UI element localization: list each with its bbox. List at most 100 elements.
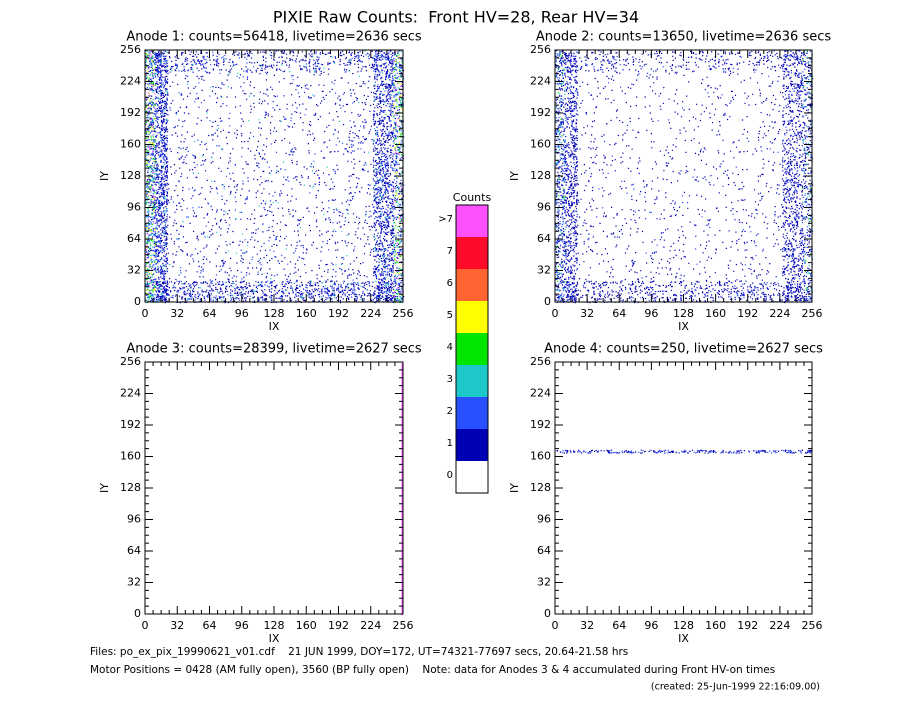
y-tick-label: 96 bbox=[127, 513, 141, 526]
x-tick-label: 96 bbox=[235, 307, 249, 320]
y-tick-label: 0 bbox=[544, 295, 551, 308]
y-tick-label: 160 bbox=[120, 138, 141, 151]
x-tick-label: 224 bbox=[769, 307, 790, 320]
pixel-texture bbox=[555, 50, 813, 303]
x-tick-label: 64 bbox=[612, 307, 626, 320]
y-tick-label: 160 bbox=[120, 450, 141, 463]
colorbar-label: 4 bbox=[447, 342, 453, 353]
y-tick-label: 32 bbox=[537, 264, 551, 277]
panel-title: Anode 4: counts=250, livetime=2627 secs bbox=[544, 342, 823, 357]
x-tick-label: 224 bbox=[360, 619, 381, 632]
x-tick-label: 128 bbox=[264, 307, 285, 320]
y-tick-label: 224 bbox=[120, 75, 141, 88]
y-tick-label: 64 bbox=[537, 232, 551, 245]
x-tick-label: 32 bbox=[580, 307, 594, 320]
y-tick-label: 128 bbox=[530, 481, 551, 494]
colorbar-cell bbox=[456, 365, 488, 397]
x-tick-label: 64 bbox=[612, 619, 626, 632]
x-tick-label: 64 bbox=[203, 619, 217, 632]
pixel-texture bbox=[556, 449, 813, 454]
x-tick-label: 192 bbox=[328, 307, 349, 320]
x-axis-label: IX bbox=[678, 632, 689, 645]
colorbar-cell bbox=[456, 429, 488, 461]
y-tick-label: 224 bbox=[530, 387, 551, 400]
y-tick-label: 192 bbox=[120, 418, 141, 431]
y-tick-label: 0 bbox=[134, 607, 141, 620]
pixel-texture bbox=[401, 363, 403, 616]
y-tick-label: 64 bbox=[537, 544, 551, 557]
x-tick-label: 128 bbox=[673, 307, 694, 320]
pixel-texture bbox=[145, 50, 405, 304]
colorbar-label: >7 bbox=[438, 214, 453, 225]
y-axis-label: IY bbox=[508, 171, 521, 181]
y-tick-label: 224 bbox=[530, 75, 551, 88]
x-tick-label: 96 bbox=[644, 307, 658, 320]
y-tick-label: 192 bbox=[530, 418, 551, 431]
x-axis-label: IX bbox=[678, 320, 689, 333]
colorbar-cell bbox=[456, 301, 488, 333]
pixel-texture bbox=[556, 50, 813, 303]
x-tick-label: 0 bbox=[142, 619, 149, 632]
y-tick-label: 32 bbox=[127, 264, 141, 277]
y-tick-label: 32 bbox=[537, 576, 551, 589]
y-tick-label: 160 bbox=[530, 450, 551, 463]
colorbar-cell bbox=[456, 333, 488, 365]
colorbar-cell bbox=[456, 397, 488, 429]
x-tick-label: 256 bbox=[393, 307, 414, 320]
plot-frame bbox=[144, 49, 404, 303]
colorbar-cell bbox=[456, 205, 488, 237]
colorbar-title: Counts bbox=[453, 191, 492, 204]
colorbar-label: 1 bbox=[447, 438, 453, 449]
plot-frame bbox=[144, 361, 404, 615]
x-tick-label: 256 bbox=[393, 619, 414, 632]
x-tick-label: 224 bbox=[360, 307, 381, 320]
x-tick-label: 0 bbox=[142, 307, 149, 320]
colorbar-label: 3 bbox=[447, 374, 453, 385]
y-tick-label: 128 bbox=[120, 481, 141, 494]
x-tick-label: 0 bbox=[552, 619, 559, 632]
x-tick-label: 128 bbox=[673, 619, 694, 632]
y-tick-label: 192 bbox=[120, 106, 141, 119]
x-tick-label: 32 bbox=[170, 619, 184, 632]
x-tick-label: 192 bbox=[737, 619, 758, 632]
x-tick-label: 224 bbox=[769, 619, 790, 632]
colorbar-label: 7 bbox=[447, 246, 453, 257]
y-tick-label: 128 bbox=[530, 169, 551, 182]
y-axis-label: IY bbox=[98, 483, 111, 493]
x-tick-label: 192 bbox=[328, 619, 349, 632]
x-tick-label: 160 bbox=[705, 619, 726, 632]
panel-title: Anode 3: counts=28399, livetime=2627 sec… bbox=[126, 342, 422, 357]
y-tick-label: 64 bbox=[127, 232, 141, 245]
x-tick-label: 64 bbox=[203, 307, 217, 320]
y-tick-label: 96 bbox=[127, 201, 141, 214]
x-tick-label: 96 bbox=[235, 619, 249, 632]
y-tick-label: 64 bbox=[127, 544, 141, 557]
x-tick-label: 96 bbox=[644, 619, 658, 632]
y-tick-label: 160 bbox=[530, 138, 551, 151]
plot-frame bbox=[554, 361, 813, 615]
footer-motor: Motor Positions = 0428 (AM fully open), … bbox=[90, 664, 775, 676]
x-tick-label: 192 bbox=[737, 307, 758, 320]
x-tick-label: 256 bbox=[802, 619, 823, 632]
footer-files: Files: po_ex_pix_19990621_v01.cdf 21 JUN… bbox=[90, 646, 628, 658]
y-tick-label: 256 bbox=[530, 355, 551, 368]
panel-title: Anode 1: counts=56418, livetime=2636 sec… bbox=[126, 30, 422, 45]
x-tick-label: 160 bbox=[705, 307, 726, 320]
pixel-texture bbox=[561, 449, 811, 454]
pixel-texture bbox=[145, 50, 404, 303]
y-tick-label: 0 bbox=[544, 607, 551, 620]
x-tick-label: 160 bbox=[296, 307, 317, 320]
x-axis-label: IX bbox=[269, 632, 280, 645]
y-tick-label: 256 bbox=[530, 43, 551, 56]
colorbar-cell bbox=[456, 269, 488, 301]
pixel-texture bbox=[145, 50, 405, 304]
y-axis-label: IY bbox=[98, 171, 111, 181]
y-axis-label: IY bbox=[508, 483, 521, 493]
colorbar-label: 2 bbox=[447, 406, 453, 417]
y-tick-label: 256 bbox=[120, 355, 141, 368]
colorbar-label: 5 bbox=[447, 310, 453, 321]
colorbar-frame bbox=[455, 204, 489, 494]
y-tick-label: 224 bbox=[120, 387, 141, 400]
x-tick-label: 256 bbox=[802, 307, 823, 320]
